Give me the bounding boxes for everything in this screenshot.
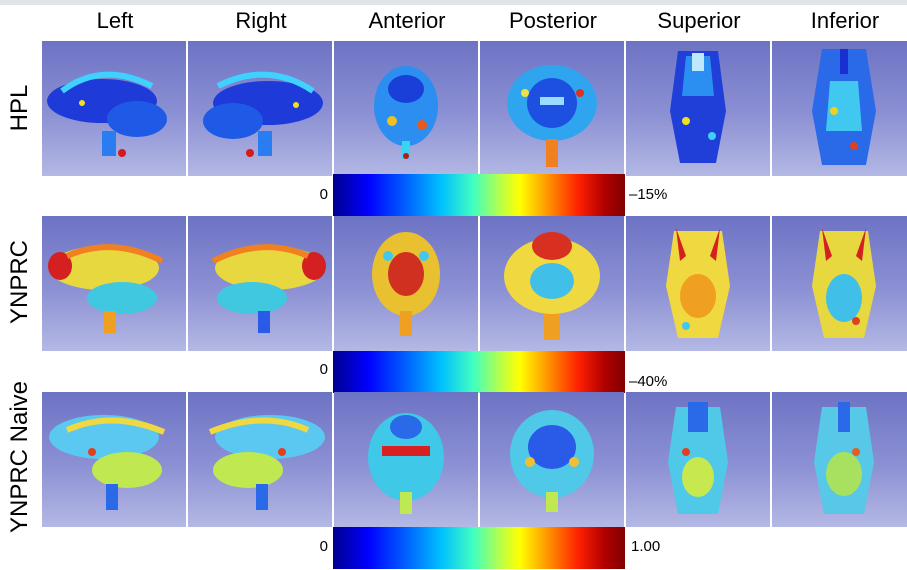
colorbar-ynprc-min: 0: [319, 361, 328, 378]
colorbar-hpl-min: 0: [319, 186, 328, 203]
brain-image-ynprc-right: [188, 216, 332, 351]
brain-image-hpl-left: [42, 41, 186, 176]
brain-image-hpl-right: [188, 41, 332, 176]
brain-image-ynprc-inferior: [772, 216, 907, 351]
col-label-left: Left: [96, 8, 134, 33]
brain-image-ynprc-left: [42, 216, 186, 351]
brain-image-ynprc-naive-anterior: [334, 392, 478, 527]
col-label-superior: Superior: [657, 8, 741, 33]
colorbar-ynprc-naive: [333, 527, 625, 569]
row-label-hpl: HPL: [6, 84, 33, 132]
brain-image-ynprc-naive-posterior: [480, 392, 624, 527]
brain-image-hpl-inferior: [772, 41, 907, 176]
colorbar-hpl-max: –15%: [629, 186, 668, 203]
col-label-posterior: Posterior: [508, 8, 598, 33]
row-label-ynprc: YNPRC: [6, 239, 33, 325]
col-label-right: Right: [235, 8, 287, 33]
col-label-anterior: Anterior: [368, 8, 446, 33]
brain-image-ynprc-posterior: [480, 216, 624, 351]
col-label-inferior: Inferior: [810, 8, 880, 33]
brain-image-ynprc-anterior: [334, 216, 478, 351]
brain-image-hpl-posterior: [480, 41, 624, 176]
brain-image-ynprc-superior: [626, 216, 770, 351]
colorbar-ynprc-naive-min: 0: [319, 538, 328, 555]
brain-image-hpl-anterior: [334, 41, 478, 176]
colorbar-ynprc: [333, 351, 625, 393]
brain-image-ynprc-naive-left: [42, 392, 186, 527]
colorbar-hpl: [333, 174, 625, 216]
row-label-ynprc-naive: YNPRC Naive: [6, 380, 33, 534]
brain-image-hpl-superior: [626, 41, 770, 176]
top-strip: [0, 0, 907, 5]
brain-image-ynprc-naive-superior: [626, 392, 770, 527]
colorbar-ynprc-max: –40%: [629, 373, 668, 390]
brain-image-ynprc-naive-inferior: [772, 392, 907, 527]
brain-image-ynprc-naive-right: [188, 392, 332, 527]
colorbar-ynprc-naive-max: 1.00: [631, 538, 661, 555]
